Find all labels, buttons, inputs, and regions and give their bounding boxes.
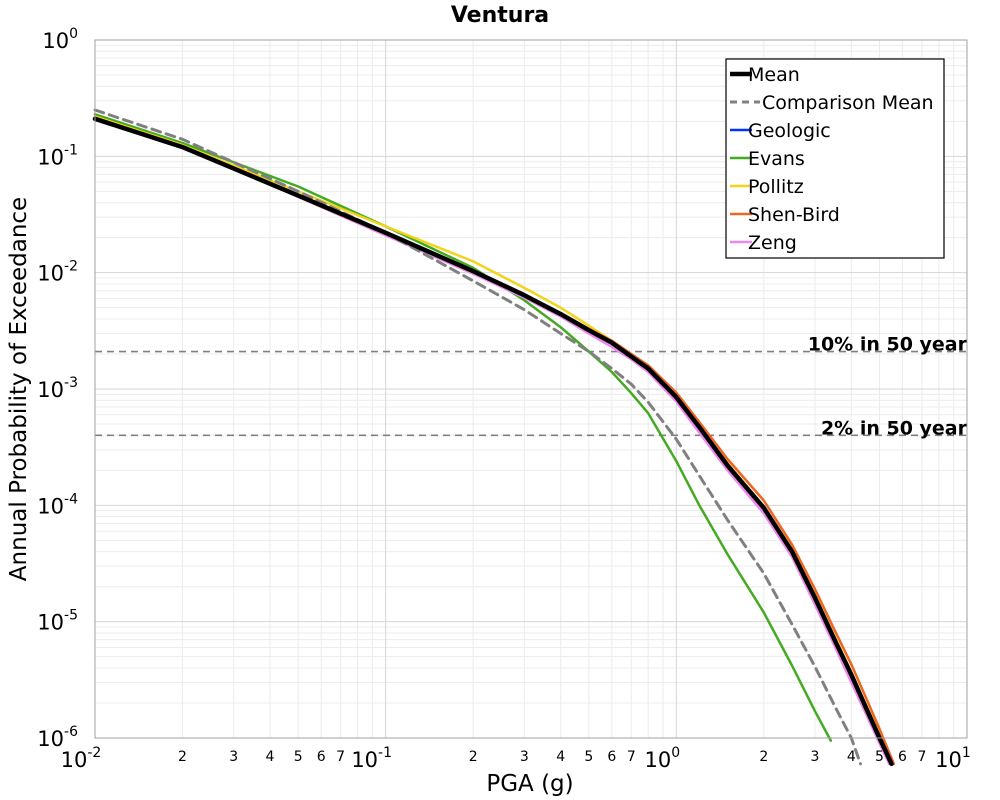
- x-minor-tick-label: 3: [811, 749, 820, 765]
- plot-frame: [94, 39, 968, 739]
- x-tick-exponent: -1: [378, 745, 392, 761]
- y-tick-exponent: -5: [64, 608, 78, 624]
- y-tick-base: 10: [37, 494, 64, 518]
- x-minor-tick-label: 2: [759, 749, 768, 765]
- y-tick-base: 10: [37, 378, 64, 402]
- legend-label: Shen-Bird: [748, 204, 840, 226]
- x-minor-tick-label: 5: [584, 749, 593, 765]
- y-tick-exponent: -1: [64, 142, 78, 158]
- x-minor-tick-label: 7: [918, 749, 927, 765]
- legend-label: Mean: [748, 64, 800, 86]
- x-tick-base: 10: [351, 748, 378, 772]
- legend: Mean Comparison Mean Geologic Evans Pollitz S…: [725, 58, 945, 259]
- legend-box: [725, 58, 945, 259]
- x-minor-tick-label: 3: [229, 749, 238, 765]
- legend-label: Geologic: [748, 120, 831, 142]
- reference-line-label: 2% in 50 year: [821, 417, 968, 439]
- reference-line-label: 10% in 50 year: [808, 334, 968, 356]
- y-tick-exponent: -4: [64, 491, 78, 507]
- legend-label: Pollitz: [748, 176, 804, 198]
- x-minor-tick-label: 4: [556, 749, 565, 765]
- x-tick-base: 10: [935, 748, 962, 772]
- x-axis-label: PGA (g): [486, 771, 573, 797]
- series-line-mean: [92, 116, 894, 767]
- x-tick-label: 101: [935, 745, 971, 772]
- y-tick-base: 10: [37, 262, 64, 286]
- y-tick-base: 10: [42, 29, 69, 53]
- x-tick-base: 10: [645, 748, 672, 772]
- x-minor-tick-label: 5: [875, 749, 884, 765]
- x-minor-tick-label: 3: [520, 749, 529, 765]
- reference-lines: 10% in 50 year 2% in 50 year: [95, 334, 968, 439]
- x-minor-tick-label: 7: [336, 749, 345, 765]
- x-minor-tick-label: 4: [266, 749, 275, 765]
- x-tick-exponent: -2: [87, 745, 101, 761]
- x-tick-label: 10-1: [351, 745, 392, 772]
- x-minor-tick-label: 5: [294, 749, 303, 765]
- y-axis-label: Annual Probability of Exceedance: [6, 197, 32, 581]
- legend-label: Evans: [748, 148, 805, 170]
- x-tick-base: 10: [61, 748, 88, 772]
- x-tick-label: 10-2: [61, 745, 102, 772]
- x-tick-label: 100: [645, 745, 681, 772]
- y-tick-base: 10: [37, 611, 64, 635]
- series-layer: [92, 108, 896, 767]
- x-minor-tick-label: 6: [607, 749, 616, 765]
- y-tick-label: 10-1: [37, 142, 78, 169]
- y-tick-label: 10-6: [37, 724, 78, 751]
- legend-label: Comparison Mean: [762, 92, 934, 114]
- y-tick-label: 100: [42, 26, 78, 53]
- chart-title: Ventura: [451, 3, 549, 28]
- x-tick-exponent: 1: [962, 745, 971, 761]
- legend-label: Zeng: [748, 232, 797, 254]
- x-minor-tick-label: 6: [317, 749, 326, 765]
- x-tick-exponent: 0: [671, 745, 680, 761]
- y-tick-exponent: -3: [64, 375, 78, 391]
- y-tick-base: 10: [37, 145, 64, 169]
- x-minor-tick-label: 4: [847, 749, 856, 765]
- y-tick-label: 10-4: [37, 491, 78, 518]
- y-tick-exponent: -2: [64, 259, 78, 275]
- x-minor-tick-label: 6: [898, 749, 907, 765]
- y-tick-label: 10-3: [37, 375, 78, 402]
- y-tick-label: 10-2: [37, 259, 78, 286]
- x-minor-tick-label: 7: [627, 749, 636, 765]
- y-tick-base: 10: [37, 727, 64, 751]
- y-tick-label: 10-5: [37, 608, 78, 635]
- y-tick-exponent: -6: [64, 724, 78, 740]
- x-minor-tick-label: 2: [178, 749, 187, 765]
- y-tick-exponent: 0: [69, 26, 78, 42]
- x-minor-tick-label: 2: [469, 749, 478, 765]
